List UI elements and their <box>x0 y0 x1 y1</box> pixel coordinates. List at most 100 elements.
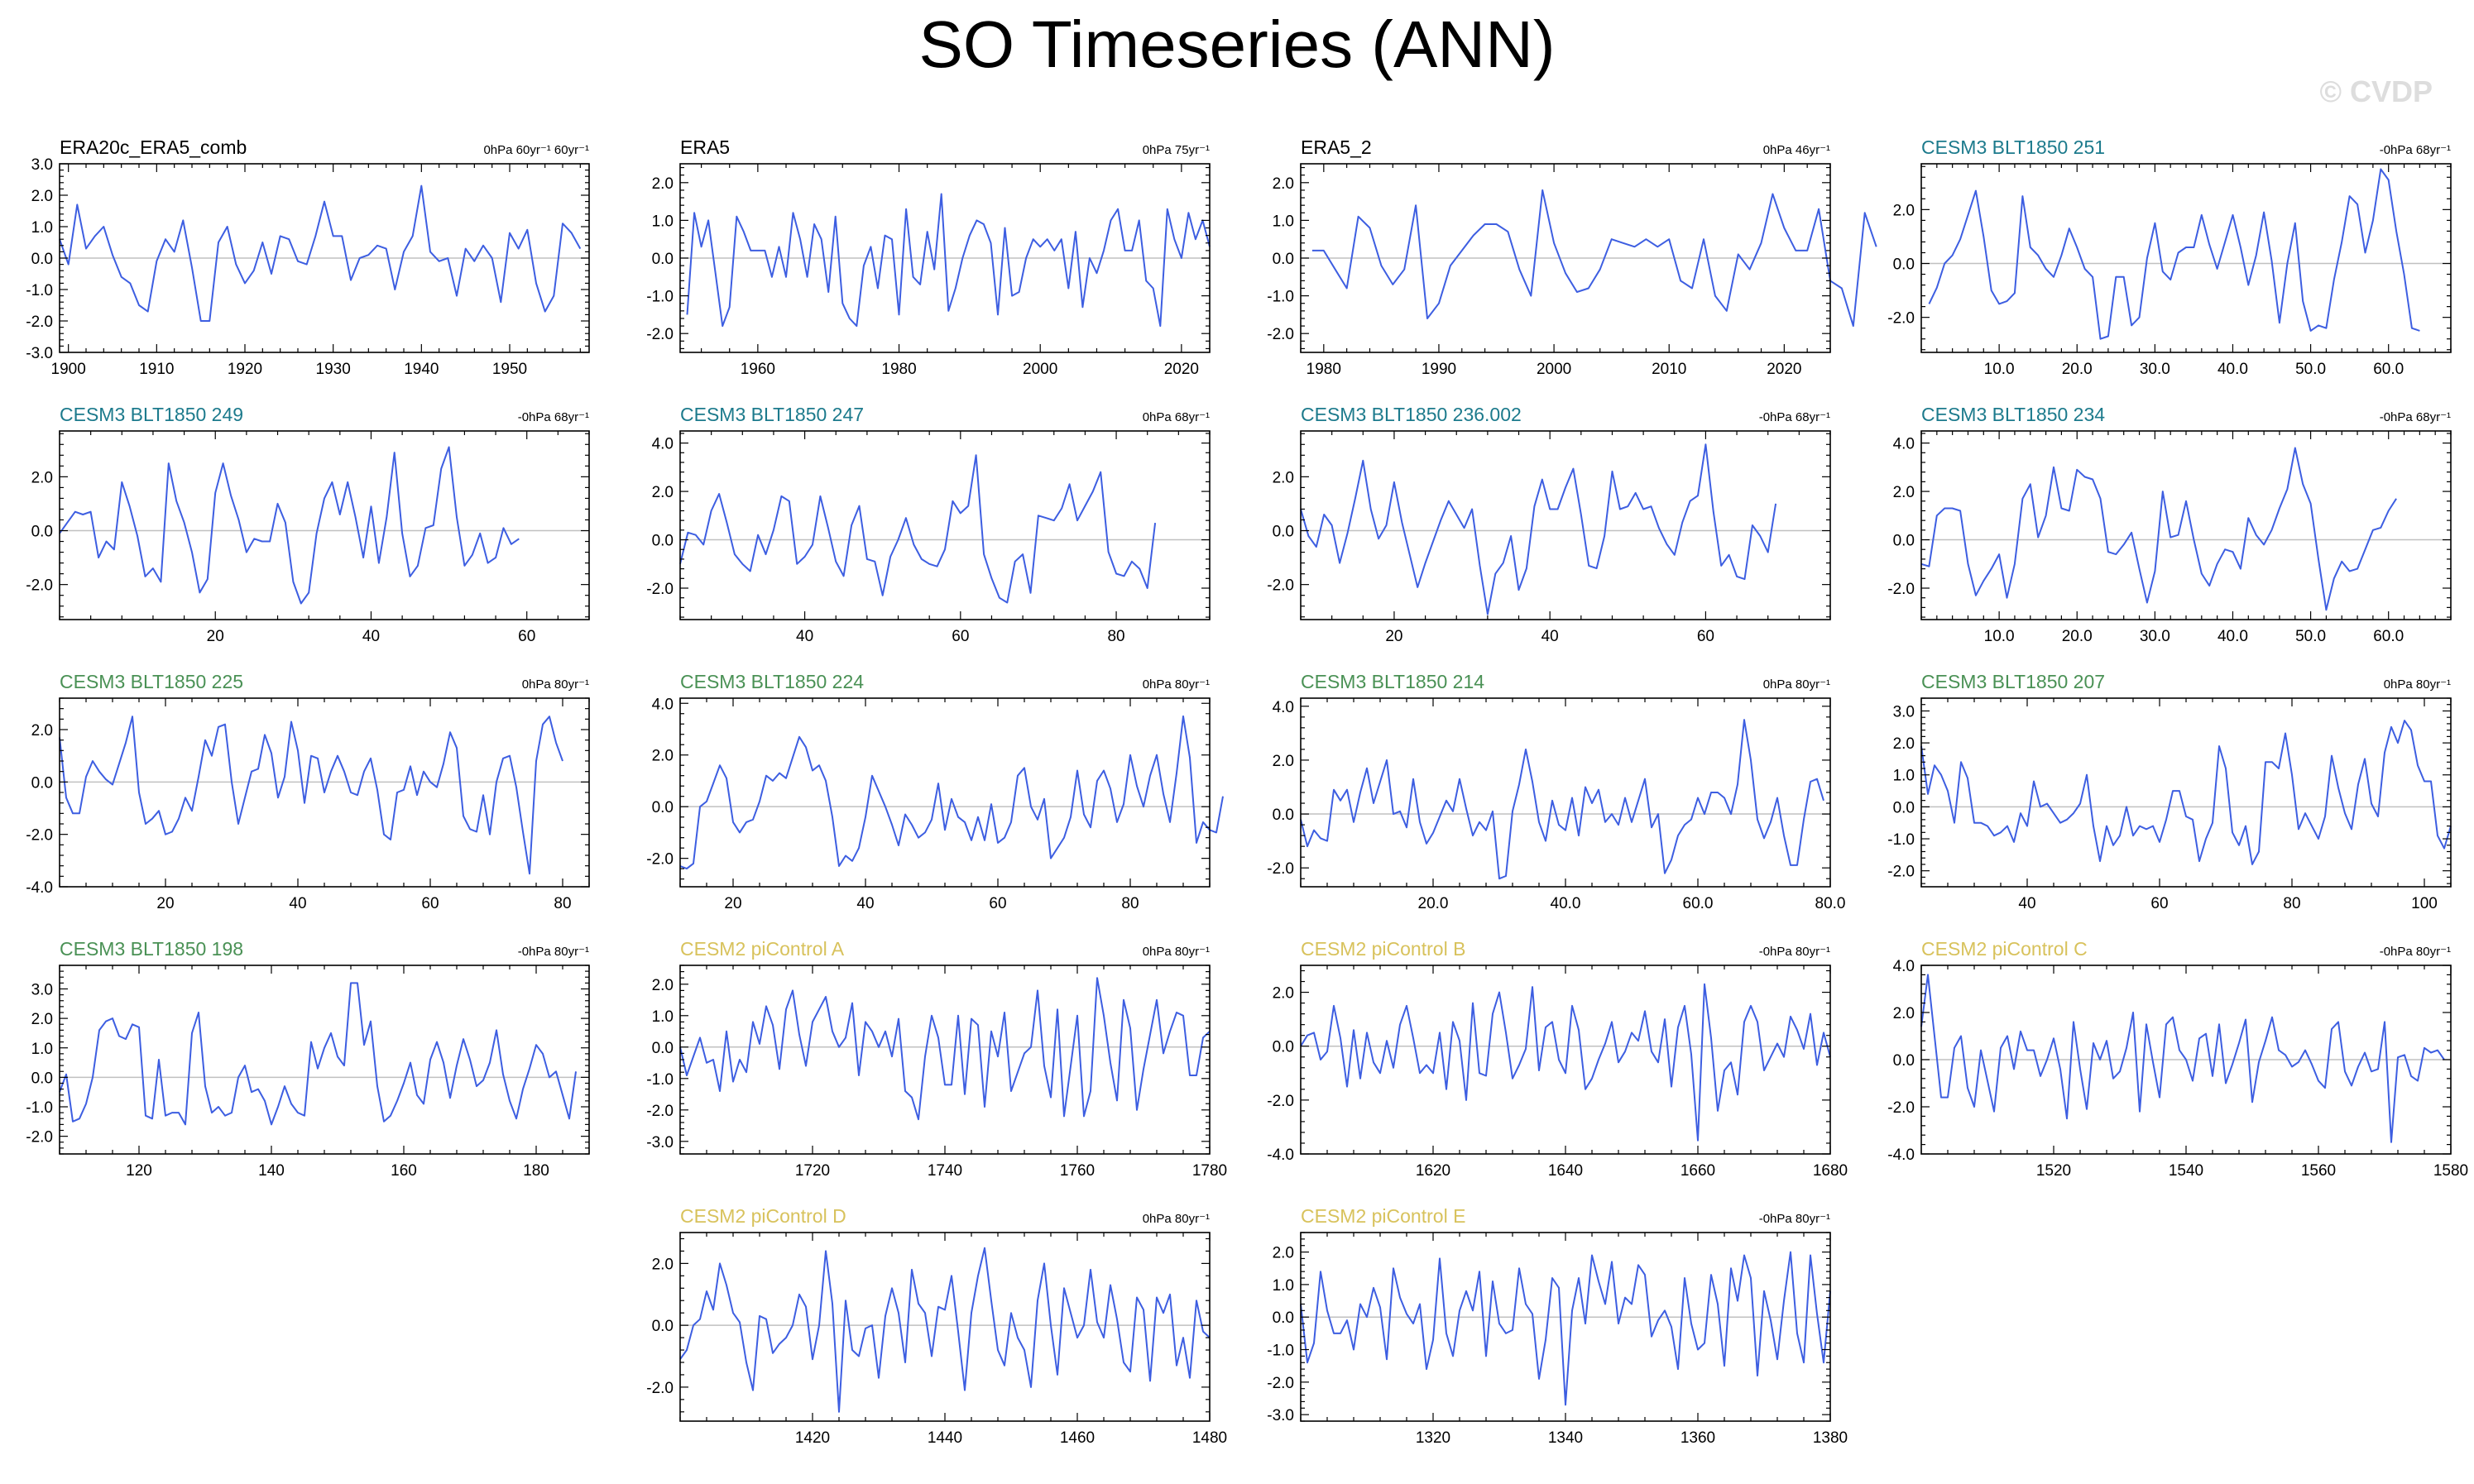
x-tick-label: 180 <box>523 1162 549 1180</box>
x-tick-label: 1910 <box>139 361 174 378</box>
chart-panel: CESM2 piControl C -0hPa 80yr⁻¹ -4.0 -2.0 0.0… <box>1887 938 2468 1180</box>
x-tick-label: 40 <box>856 895 874 912</box>
y-tick-label: 3.0 <box>31 156 53 174</box>
series-line <box>59 982 577 1126</box>
y-tick-label: 1.0 <box>1273 1277 1294 1295</box>
y-tick-label: -4.0 <box>1887 1147 1915 1164</box>
y-tick-label: 2.0 <box>31 1011 53 1028</box>
x-tick-label: 1930 <box>316 361 351 378</box>
y-tick-label: 2.0 <box>1893 484 1915 501</box>
y-tick-label: -1.0 <box>646 1071 674 1089</box>
x-tick-label: 20 <box>1385 628 1402 645</box>
panel-title: CESM3 BLT1850 207 <box>1921 671 2105 692</box>
y-tick-label: -3.0 <box>646 1134 674 1151</box>
y-tick-label: -2.0 <box>646 581 674 598</box>
y-tick-label: -2.0 <box>26 577 53 595</box>
y-tick-label: 2.0 <box>1273 175 1294 193</box>
x-tick-label: 60 <box>989 895 1006 912</box>
y-tick-label: -2.0 <box>646 1380 674 1397</box>
x-tick-label: 20 <box>156 895 174 912</box>
plot-frame <box>1920 697 2452 888</box>
y-tick-label: 0.0 <box>652 1318 674 1335</box>
x-tick-label: 40 <box>2018 895 2035 912</box>
x-tick-label: 20.0 <box>1418 895 1449 912</box>
x-tick-label: 100 <box>2411 895 2438 912</box>
y-tick-label: 0.0 <box>1273 1309 1294 1327</box>
x-tick-label: 1940 <box>404 361 439 378</box>
y-tick-label: 2.0 <box>652 748 674 765</box>
x-tick-label: 140 <box>258 1162 285 1180</box>
series-line <box>1300 719 1824 880</box>
y-tick-label: 0.0 <box>31 1070 53 1087</box>
panel-trend-annotation: -0hPa 80yr⁻¹ <box>1759 945 1830 959</box>
y-tick-label: -4.0 <box>1267 1147 1294 1164</box>
plot-frame <box>679 697 1211 888</box>
x-tick-label: 60 <box>421 895 439 912</box>
y-tick-label: 0.0 <box>1893 533 1915 550</box>
panel-title: CESM2 piControl D <box>680 1205 846 1227</box>
chart-panel: CESM3 BLT1850 249 -0hPa 68yr⁻¹ -2.0 0.0 2.0 2… <box>26 404 590 645</box>
y-tick-label: 3.0 <box>31 982 53 999</box>
x-tick-label: 1580 <box>2433 1162 2468 1180</box>
panel-trend-annotation: 0hPa 80yr⁻¹ <box>1143 945 1210 959</box>
y-tick-label: 1.0 <box>652 213 674 230</box>
panel-title: CESM3 BLT1850 249 <box>60 404 243 425</box>
x-tick-label: 2020 <box>1164 361 1199 378</box>
x-tick-label: 10.0 <box>1984 628 2015 645</box>
panel-trend-annotation: 0hPa 46yr⁻¹ <box>1763 143 1830 157</box>
chart-panel: CESM3 BLT1850 234 -0hPa 68yr⁻¹ -2.0 0.0 2.0 4… <box>1887 404 2452 645</box>
panel-title: ERA5 <box>680 136 730 158</box>
panel-trend-annotation: -0hPa 80yr⁻¹ <box>2380 945 2451 959</box>
x-tick-label: 120 <box>126 1162 152 1180</box>
series-line <box>1920 447 2397 611</box>
y-tick-label: 2.0 <box>31 722 53 740</box>
x-tick-label: 1680 <box>1813 1162 1848 1180</box>
x-tick-label: 60 <box>2150 895 2168 912</box>
panel-title: CESM3 BLT1850 234 <box>1921 404 2105 425</box>
chart-panel: CESM3 BLT1850 207 0hPa 80yr⁻¹ -2.0 -1.0 0.0 1… <box>1887 671 2452 912</box>
x-tick-label: 50.0 <box>2295 361 2326 378</box>
x-tick-label: 40 <box>362 628 380 645</box>
x-tick-label: 1320 <box>1416 1429 1450 1447</box>
series-line <box>679 715 1224 870</box>
y-tick-label: 4.0 <box>652 436 674 453</box>
y-tick-label: -4.0 <box>26 879 53 897</box>
x-tick-label: 60 <box>952 628 969 645</box>
y-tick-label: -2.0 <box>1887 310 1915 328</box>
plot-frame <box>1300 965 1831 1155</box>
chart-panel: CESM2 piControl E -0hPa 80yr⁻¹ -3.0 -2.0 -1.… <box>1267 1205 1848 1447</box>
x-tick-label: 1920 <box>228 361 262 378</box>
x-tick-label: 1620 <box>1416 1162 1450 1180</box>
y-tick-label: -2.0 <box>1887 1099 1915 1117</box>
x-tick-label: 1420 <box>795 1429 830 1447</box>
x-tick-label: 1990 <box>1422 361 1456 378</box>
panel-title: CESM3 BLT1850 214 <box>1301 671 1484 692</box>
chart-panel: ERA5_2 0hPa 46yr⁻¹ -2.0 -1.0 0.0 1.0 2.0 1980 19… <box>1267 136 1877 378</box>
panel-title: CESM3 BLT1850 198 <box>60 938 243 960</box>
y-tick-label: 0.0 <box>652 533 674 550</box>
panel-trend-annotation: 0hPa 60yr⁻¹ 60yr⁻¹ <box>483 143 589 157</box>
y-tick-label: -2.0 <box>26 827 53 845</box>
chart-panel: CESM3 BLT1850 198 -0hPa 80yr⁻¹ -2.0 -1.0 0.0… <box>26 938 590 1180</box>
y-tick-label: 0.0 <box>652 799 674 816</box>
x-tick-label: 2000 <box>1537 361 1571 378</box>
x-tick-label: 50.0 <box>2295 628 2326 645</box>
x-tick-label: 20 <box>207 628 224 645</box>
chart-panel: CESM3 BLT1850 224 0hPa 80yr⁻¹ -2.0 0.0 2.0 4.… <box>646 671 1224 912</box>
y-tick-label: 1.0 <box>31 219 53 237</box>
panel-trend-annotation: 0hPa 80yr⁻¹ <box>2384 677 2451 692</box>
page-title: SO Timeseries (ANN) <box>918 7 1556 81</box>
y-tick-label: 0.0 <box>1273 251 1294 268</box>
y-tick-label: 2.0 <box>652 1256 674 1273</box>
panel-trend-annotation: 0hPa 68yr⁻¹ <box>1143 410 1210 424</box>
x-tick-label: 40.0 <box>2217 628 2248 645</box>
y-tick-label: -1.0 <box>26 1099 53 1117</box>
x-tick-label: 1660 <box>1680 1162 1715 1180</box>
x-tick-label: 1740 <box>928 1162 962 1180</box>
x-tick-label: 60.0 <box>1683 895 1714 912</box>
series-line <box>686 193 1211 328</box>
chart-panel: CESM3 BLT1850 225 0hPa 80yr⁻¹ -4.0 -2.0 0.0 2… <box>26 671 590 912</box>
y-tick-label: -1.0 <box>1267 289 1294 306</box>
y-tick-label: 2.0 <box>1273 1245 1294 1262</box>
